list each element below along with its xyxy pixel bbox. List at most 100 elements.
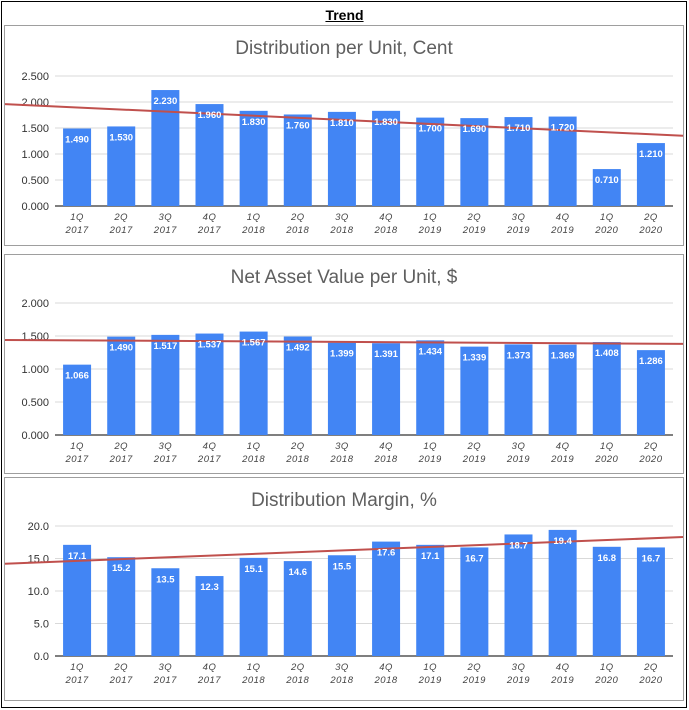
data-label: 18.7 [509, 540, 528, 551]
x-tick-label-year: 2018 [329, 454, 353, 465]
x-tick-label-quarter: 3Q [512, 441, 526, 452]
data-label: 1.830 [374, 117, 398, 128]
page-title: Trend [325, 7, 364, 23]
data-label: 1.408 [595, 348, 619, 359]
x-tick-label-quarter: 1Q [600, 441, 614, 452]
data-label: 16.8 [598, 553, 617, 564]
y-tick-label: 1.500 [21, 331, 49, 343]
data-label: 1.517 [153, 341, 177, 352]
x-tick-label-year: 2020 [638, 675, 662, 686]
trend-line [4, 536, 684, 565]
x-tick-label-quarter: 3Q [159, 662, 173, 673]
x-tick-label-quarter: 3Q [512, 212, 526, 223]
data-label: 1.710 [507, 123, 531, 134]
x-tick-label-year: 2017 [109, 225, 133, 236]
x-tick-label-quarter: 2Q [113, 212, 128, 223]
data-label: 13.5 [156, 574, 175, 585]
data-label: 1.210 [639, 149, 663, 160]
x-tick-label-year: 2020 [594, 675, 618, 686]
x-tick-label-quarter: 3Q [159, 212, 173, 223]
bar [107, 557, 136, 656]
x-tick-label-quarter: 4Q [556, 212, 570, 223]
data-label: 17.1 [421, 551, 440, 562]
x-tick-label-quarter: 4Q [379, 212, 393, 223]
bar [239, 557, 268, 656]
x-tick-label-year: 2017 [65, 675, 89, 686]
bar [283, 114, 312, 206]
y-tick-label: 5.0 [34, 619, 49, 631]
x-tick-label-year: 2019 [462, 675, 486, 686]
data-label: 1.537 [198, 340, 222, 351]
x-tick-label-year: 2017 [65, 225, 89, 236]
bar [592, 342, 621, 435]
data-label: 2.230 [153, 96, 177, 107]
x-tick-label-year: 2018 [374, 225, 398, 236]
data-label: 1.700 [418, 124, 442, 135]
x-tick-label-quarter: 1Q [70, 212, 84, 223]
x-tick-label-quarter: 2Q [467, 212, 482, 223]
bar [592, 546, 621, 656]
x-tick-label-quarter: 1Q [600, 662, 614, 673]
y-tick-label: 2.000 [21, 97, 49, 109]
x-tick-label-year: 2018 [241, 454, 265, 465]
data-label: 1.760 [286, 120, 310, 131]
data-label: 12.3 [200, 582, 219, 593]
x-tick-label-quarter: 2Q [113, 441, 128, 452]
data-label: 19.4 [553, 536, 572, 547]
bar [195, 104, 224, 206]
trend-line [4, 338, 684, 345]
x-tick-label-year: 2018 [285, 454, 309, 465]
x-tick-label-year: 2017 [109, 675, 133, 686]
x-tick-label-year: 2019 [506, 675, 530, 686]
x-tick-label-year: 2018 [285, 675, 309, 686]
bar [416, 340, 445, 435]
x-tick-label-year: 2019 [418, 675, 442, 686]
data-label: 1.339 [462, 353, 486, 364]
bar [239, 331, 268, 435]
x-tick-label-quarter: 2Q [290, 212, 305, 223]
data-label: 0.710 [595, 175, 619, 186]
bar [460, 118, 489, 206]
y-tick-label: 2.000 [21, 298, 49, 310]
bar [372, 110, 401, 206]
y-tick-label: 0.500 [21, 397, 49, 409]
data-label: 1.434 [418, 346, 442, 357]
x-tick-label-year: 2017 [197, 454, 221, 465]
bar [416, 544, 445, 656]
data-label: 15.5 [333, 561, 352, 572]
data-label: 14.6 [289, 567, 308, 578]
x-tick-label-year: 2019 [506, 454, 530, 465]
bar [283, 561, 312, 656]
x-tick-label-year: 2019 [550, 675, 574, 686]
x-tick-label-year: 2018 [329, 225, 353, 236]
x-tick-label-year: 2019 [418, 454, 442, 465]
data-label: 1.373 [507, 350, 531, 361]
chart-title: Distribution per Unit, Cent [235, 38, 453, 59]
x-tick-label-year: 2019 [418, 225, 442, 236]
x-tick-label-year: 2017 [197, 675, 221, 686]
data-label: 1.066 [65, 371, 89, 382]
x-tick-label-quarter: 1Q [423, 212, 437, 223]
x-tick-label-quarter: 3Q [335, 212, 349, 223]
data-label: 1.369 [551, 351, 575, 362]
data-label: 17.6 [377, 548, 396, 559]
x-tick-label-year: 2017 [197, 225, 221, 236]
data-label: 1.492 [286, 343, 310, 354]
x-tick-label-quarter: 4Q [379, 441, 393, 452]
chart-panel-nav: Net Asset Value per Unit, $ 0.000 0.500 1.0… [4, 254, 684, 474]
x-tick-label-year: 2020 [594, 225, 618, 236]
chart-title: Distribution Margin, % [251, 490, 437, 511]
x-tick-label-quarter: 3Q [512, 662, 526, 673]
x-tick-label-quarter: 2Q [290, 441, 305, 452]
x-tick-label-quarter: 2Q [290, 662, 305, 673]
x-tick-label-quarter: 2Q [643, 212, 658, 223]
trend-line [4, 103, 684, 137]
x-tick-label-quarter: 4Q [556, 441, 570, 452]
x-tick-label-year: 2019 [550, 225, 574, 236]
x-tick-label-year: 2020 [638, 454, 662, 465]
data-label: 1.720 [551, 123, 575, 134]
bar [63, 364, 92, 435]
x-tick-label-year: 2020 [594, 454, 618, 465]
bar [107, 126, 136, 206]
data-label: 1.286 [639, 356, 663, 367]
